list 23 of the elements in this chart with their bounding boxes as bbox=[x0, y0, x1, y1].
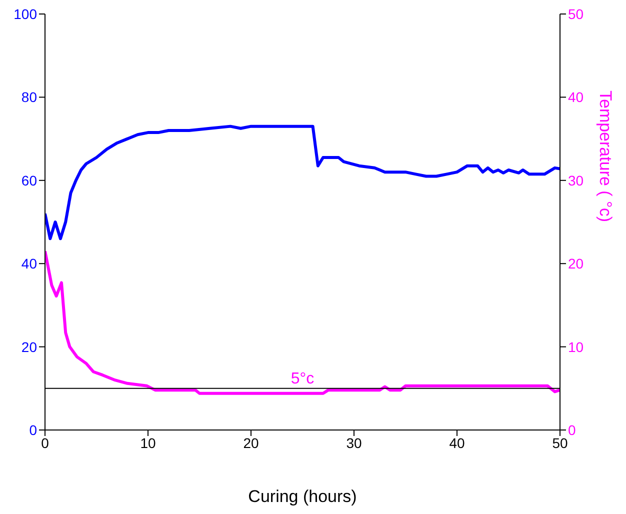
y-tick-label: 0 bbox=[29, 422, 38, 438]
x-tick-label: 10 bbox=[140, 434, 156, 451]
x-tick-label: 30 bbox=[346, 434, 362, 451]
ref-line-label: 5°c bbox=[290, 370, 314, 388]
x-tick-label: 20 bbox=[243, 434, 259, 451]
x-tick-label: 0 bbox=[41, 434, 50, 451]
y-tick-label: 60 bbox=[21, 172, 38, 188]
y-tick-label: 100 bbox=[14, 6, 38, 22]
y-tick-label: 80 bbox=[21, 89, 38, 106]
y2-tick-label: 50 bbox=[568, 6, 584, 22]
x-axis-title: Curing (hours) bbox=[248, 487, 357, 506]
y2-tick-label: 20 bbox=[568, 256, 584, 272]
x-tick-label: 50 bbox=[552, 434, 568, 451]
y2-axis-title: Temperature ( °c) bbox=[596, 90, 615, 222]
y2-tick-label: 0 bbox=[568, 422, 576, 438]
y2-tick-label: 10 bbox=[568, 338, 584, 355]
line-series bbox=[45, 124, 560, 240]
x-tick-label: 40 bbox=[449, 434, 465, 451]
y-tick-label: 20 bbox=[21, 338, 38, 355]
y2-tick-label: 40 bbox=[568, 89, 584, 106]
y-tick-label: 40 bbox=[21, 256, 38, 272]
line-series bbox=[45, 250, 560, 395]
y2-tick-label: 30 bbox=[568, 172, 584, 188]
